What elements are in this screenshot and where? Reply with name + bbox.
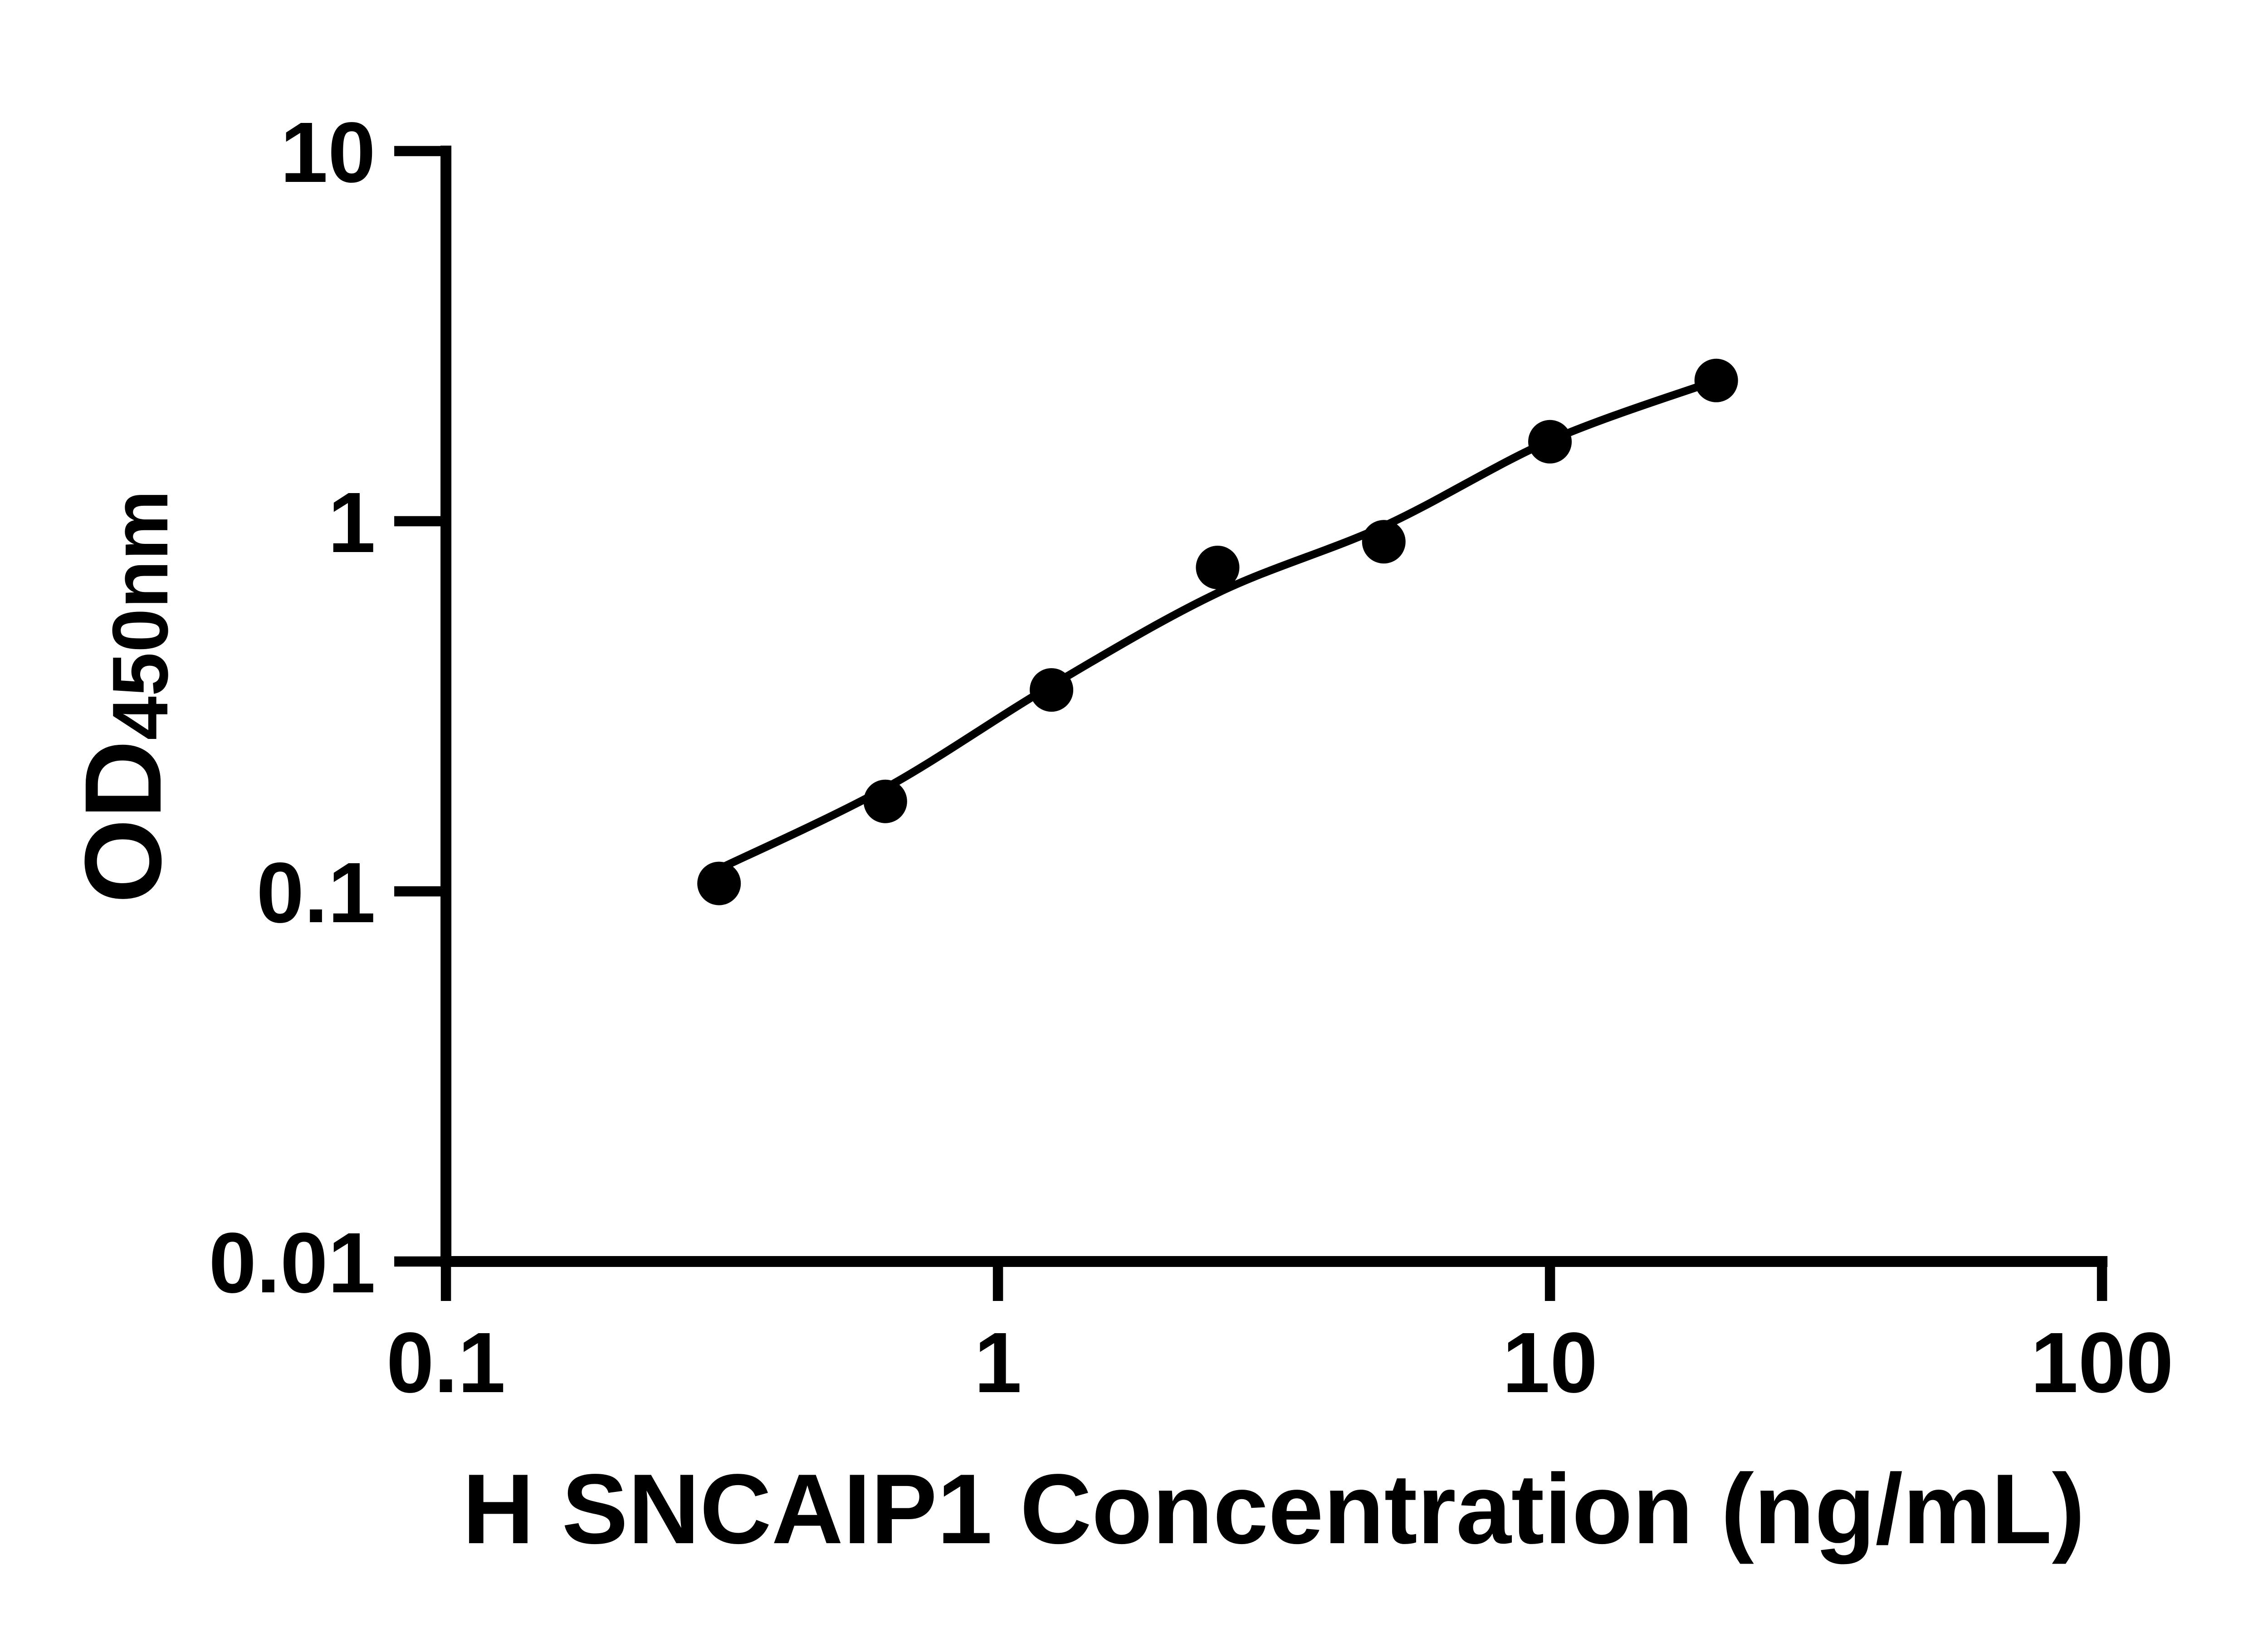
data-point-marker <box>1528 420 1572 464</box>
y-axis-title-main: OD <box>62 740 184 904</box>
x-axis-tick-labels: 0.1 1 10 100 <box>386 1315 2174 1411</box>
y-tick-label-0.1: 0.1 <box>256 845 376 941</box>
data-point-marker <box>1196 546 1240 589</box>
data-point-marker <box>1030 668 1074 712</box>
y-tick-label-0.01: 0.01 <box>209 1215 376 1311</box>
data-points <box>697 358 1738 905</box>
x-tick-label-10: 10 <box>1502 1315 1598 1411</box>
data-point-marker <box>1694 358 1738 402</box>
x-tick-label-0.1: 0.1 <box>386 1315 506 1411</box>
data-point-marker <box>697 861 741 905</box>
data-point-marker <box>863 779 907 823</box>
x-axis-title: H SNCAIP1 Concentration (ng/mL) <box>462 1454 2085 1565</box>
y-tick-label-1: 1 <box>328 475 376 571</box>
y-axis-title: OD450nm <box>62 490 184 903</box>
y-axis-tick-labels: 10 1 0.1 0.01 <box>209 105 376 1311</box>
axes-and-ticks <box>394 146 2108 1301</box>
x-tick-label-1: 1 <box>974 1315 1022 1411</box>
y-tick-label-10: 10 <box>280 105 376 200</box>
data-point-marker <box>1362 520 1406 564</box>
x-tick-label-100: 100 <box>2030 1315 2173 1411</box>
y-axis-title-subscript: 450nm <box>96 490 184 740</box>
